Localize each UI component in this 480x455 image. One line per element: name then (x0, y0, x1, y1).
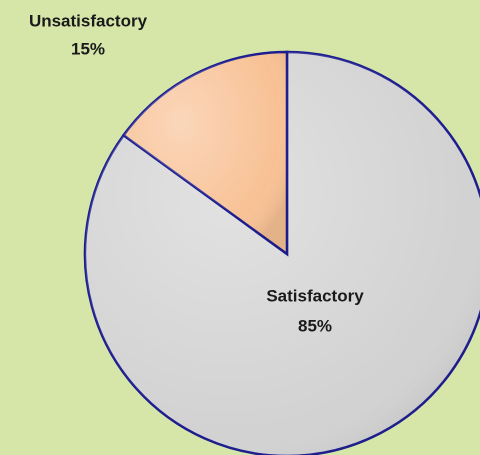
slice-value-label: 15% (71, 39, 105, 58)
slice-label: Satisfactory (266, 286, 364, 305)
slice-value-label: 85% (298, 316, 332, 335)
slice-label: Unsatisfactory (29, 11, 148, 30)
slice-shine (123, 52, 287, 254)
slice-shine (85, 52, 480, 455)
